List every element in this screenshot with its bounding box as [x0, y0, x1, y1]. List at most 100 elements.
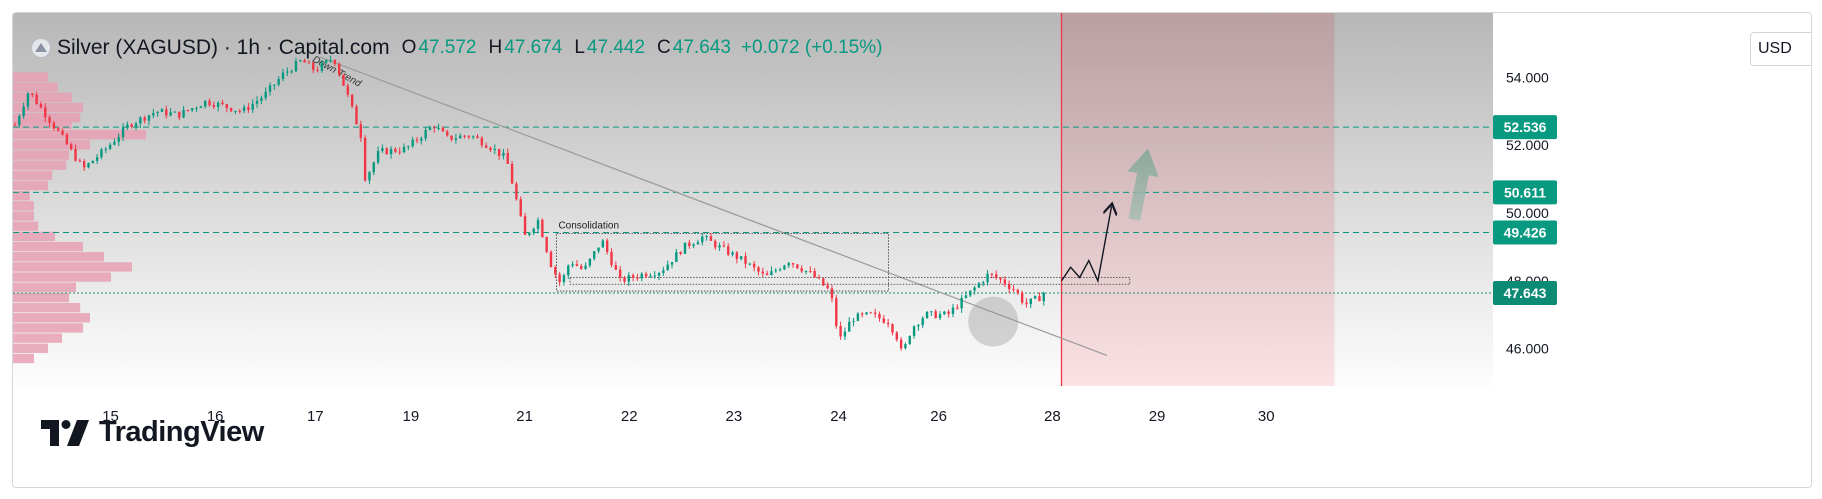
- candle[interactable]: [229, 107, 233, 112]
- candle[interactable]: [199, 106, 203, 108]
- candle[interactable]: [312, 62, 315, 70]
- candle[interactable]: [169, 112, 172, 116]
- candle[interactable]: [82, 161, 86, 168]
- candle[interactable]: [325, 60, 328, 63]
- candle[interactable]: [765, 273, 769, 276]
- candle[interactable]: [636, 277, 639, 279]
- candle[interactable]: [679, 252, 682, 254]
- candle[interactable]: [618, 269, 622, 278]
- candle[interactable]: [748, 263, 752, 265]
- candle[interactable]: [355, 106, 358, 125]
- candle[interactable]: [502, 152, 505, 156]
- candle[interactable]: [1016, 289, 1020, 293]
- candle[interactable]: [873, 312, 877, 314]
- candle[interactable]: [770, 271, 773, 276]
- candle[interactable]: [480, 138, 484, 146]
- candle[interactable]: [286, 71, 289, 73]
- candle[interactable]: [459, 135, 462, 139]
- candle[interactable]: [886, 322, 890, 325]
- candle[interactable]: [26, 93, 30, 107]
- candle[interactable]: [173, 111, 177, 113]
- candle[interactable]: [995, 274, 998, 278]
- candle[interactable]: [234, 110, 237, 112]
- candle[interactable]: [69, 144, 73, 149]
- candle[interactable]: [52, 122, 56, 129]
- candle[interactable]: [934, 311, 937, 319]
- candle[interactable]: [303, 60, 306, 63]
- candle[interactable]: [329, 59, 332, 61]
- candle[interactable]: [969, 290, 972, 296]
- candle[interactable]: [692, 244, 695, 246]
- candle[interactable]: [744, 256, 747, 264]
- candle[interactable]: [178, 111, 181, 118]
- candle[interactable]: [273, 84, 276, 86]
- candle[interactable]: [428, 127, 432, 131]
- candle[interactable]: [895, 332, 898, 340]
- candle[interactable]: [381, 148, 384, 151]
- candle[interactable]: [433, 127, 436, 129]
- candle[interactable]: [506, 152, 509, 164]
- candle[interactable]: [363, 137, 367, 181]
- candle[interactable]: [605, 240, 609, 252]
- candle[interactable]: [752, 263, 756, 268]
- candle[interactable]: [917, 325, 920, 327]
- candle[interactable]: [493, 148, 496, 151]
- candle[interactable]: [614, 265, 618, 270]
- candle[interactable]: [91, 160, 95, 164]
- candle[interactable]: [143, 117, 146, 121]
- candle[interactable]: [182, 109, 185, 118]
- candle[interactable]: [930, 311, 933, 313]
- candle[interactable]: [947, 311, 950, 314]
- candle[interactable]: [549, 251, 553, 268]
- candle[interactable]: [130, 124, 133, 127]
- down-trend-line[interactable]: [319, 56, 1108, 357]
- candle[interactable]: [260, 97, 263, 101]
- candle[interactable]: [441, 127, 445, 132]
- bullish-arrow[interactable]: [1127, 148, 1159, 221]
- candle[interactable]: [497, 148, 501, 156]
- candle[interactable]: [714, 240, 717, 248]
- candle[interactable]: [597, 247, 600, 252]
- level-price-tag[interactable]: [1493, 115, 1557, 140]
- symbol-title[interactable]: Silver (XAGUSD) · 1h · Capital.com: [57, 36, 390, 59]
- level-price-tag[interactable]: [1493, 220, 1557, 245]
- candle[interactable]: [450, 135, 453, 140]
- candle[interactable]: [510, 163, 514, 184]
- candle[interactable]: [882, 318, 886, 323]
- candle[interactable]: [670, 262, 674, 265]
- candle[interactable]: [653, 275, 656, 277]
- candle[interactable]: [843, 331, 847, 337]
- candle[interactable]: [376, 150, 380, 163]
- candle[interactable]: [126, 124, 129, 128]
- candle[interactable]: [121, 127, 125, 138]
- candle[interactable]: [783, 265, 786, 270]
- candle[interactable]: [203, 100, 207, 107]
- candle[interactable]: [787, 263, 790, 266]
- candle[interactable]: [571, 264, 574, 266]
- currency-button[interactable]: USD: [1750, 32, 1811, 66]
- candle[interactable]: [424, 130, 427, 139]
- candle[interactable]: [644, 273, 648, 277]
- candle[interactable]: [593, 251, 596, 259]
- candle[interactable]: [791, 263, 795, 265]
- candle[interactable]: [554, 267, 557, 275]
- candle[interactable]: [247, 107, 250, 110]
- candle[interactable]: [908, 335, 911, 345]
- candle[interactable]: [960, 297, 963, 309]
- candle[interactable]: [484, 145, 488, 148]
- candle[interactable]: [722, 245, 726, 247]
- candle[interactable]: [337, 63, 341, 75]
- candle[interactable]: [489, 147, 492, 151]
- candle[interactable]: [813, 271, 816, 278]
- candle[interactable]: [861, 313, 864, 315]
- candle[interactable]: [562, 275, 566, 283]
- candle[interactable]: [1020, 292, 1024, 303]
- candle[interactable]: [117, 137, 120, 142]
- candle[interactable]: [108, 144, 112, 149]
- candle[interactable]: [152, 113, 155, 116]
- candle[interactable]: [774, 270, 777, 272]
- candle[interactable]: [899, 339, 903, 349]
- candle[interactable]: [195, 107, 198, 109]
- candle[interactable]: [350, 94, 354, 107]
